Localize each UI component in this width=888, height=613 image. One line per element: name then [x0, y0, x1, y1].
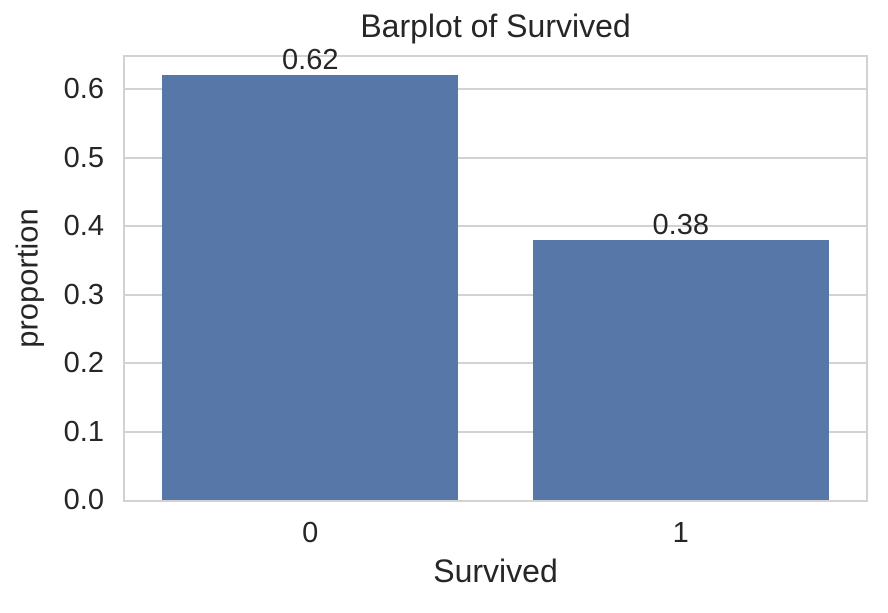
gridline	[125, 293, 866, 296]
y-tick-label: 0.2	[63, 347, 104, 380]
chart-title: Barplot of Survived	[360, 8, 631, 44]
y-tick-label: 0.3	[63, 278, 104, 311]
x-tick-label: 1	[672, 517, 689, 549]
y-tick-label: 0.5	[63, 141, 104, 174]
gridline	[125, 88, 866, 91]
x-tick-label: 0	[302, 517, 319, 549]
gridline	[125, 225, 866, 228]
y-tick-label: 0.6	[63, 73, 104, 106]
bar	[532, 239, 829, 500]
plot-area	[123, 55, 868, 502]
bar-value-label: 0.38	[652, 208, 709, 241]
y-tick-label: 0.4	[63, 210, 104, 243]
gridline	[125, 362, 866, 365]
x-axis-label: Survived	[433, 553, 558, 589]
gridline	[125, 430, 866, 433]
gridline	[125, 156, 866, 159]
bar	[162, 75, 459, 500]
y-tick-label: 0.1	[63, 415, 104, 448]
y-tick-label: 0.0	[63, 484, 104, 516]
bar-value-label: 0.62	[282, 44, 339, 77]
